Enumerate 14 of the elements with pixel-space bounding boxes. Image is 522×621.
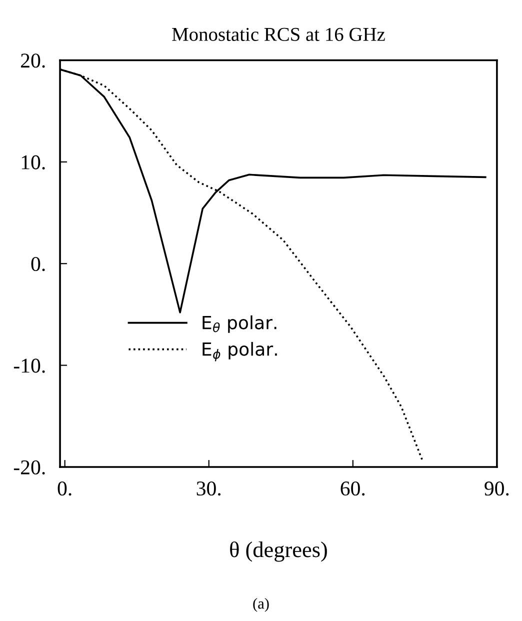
x-tick-label: 30. [196,481,221,496]
x-tick-label: 60. [340,481,365,496]
y-tick-label: 0. [31,256,45,272]
legend-label: E$_{ϕ}$ polar. [202,342,277,362]
x-tick-label: 90. [484,481,509,496]
legend-label: E$_{θ}$ polar. [202,315,276,333]
y-tick-label: -10. [14,358,45,373]
y-tick-label: 10. [22,155,45,170]
text: (a) [253,598,269,612]
x-tick-label: 0. [58,481,72,496]
x-axis-title: θ (degrees) [230,541,327,562]
chart-title: Monostatic RCS at 16 GHz [172,28,385,41]
y-tick-label: -20. [14,460,45,475]
y-tick-label: 20. [21,54,45,68]
